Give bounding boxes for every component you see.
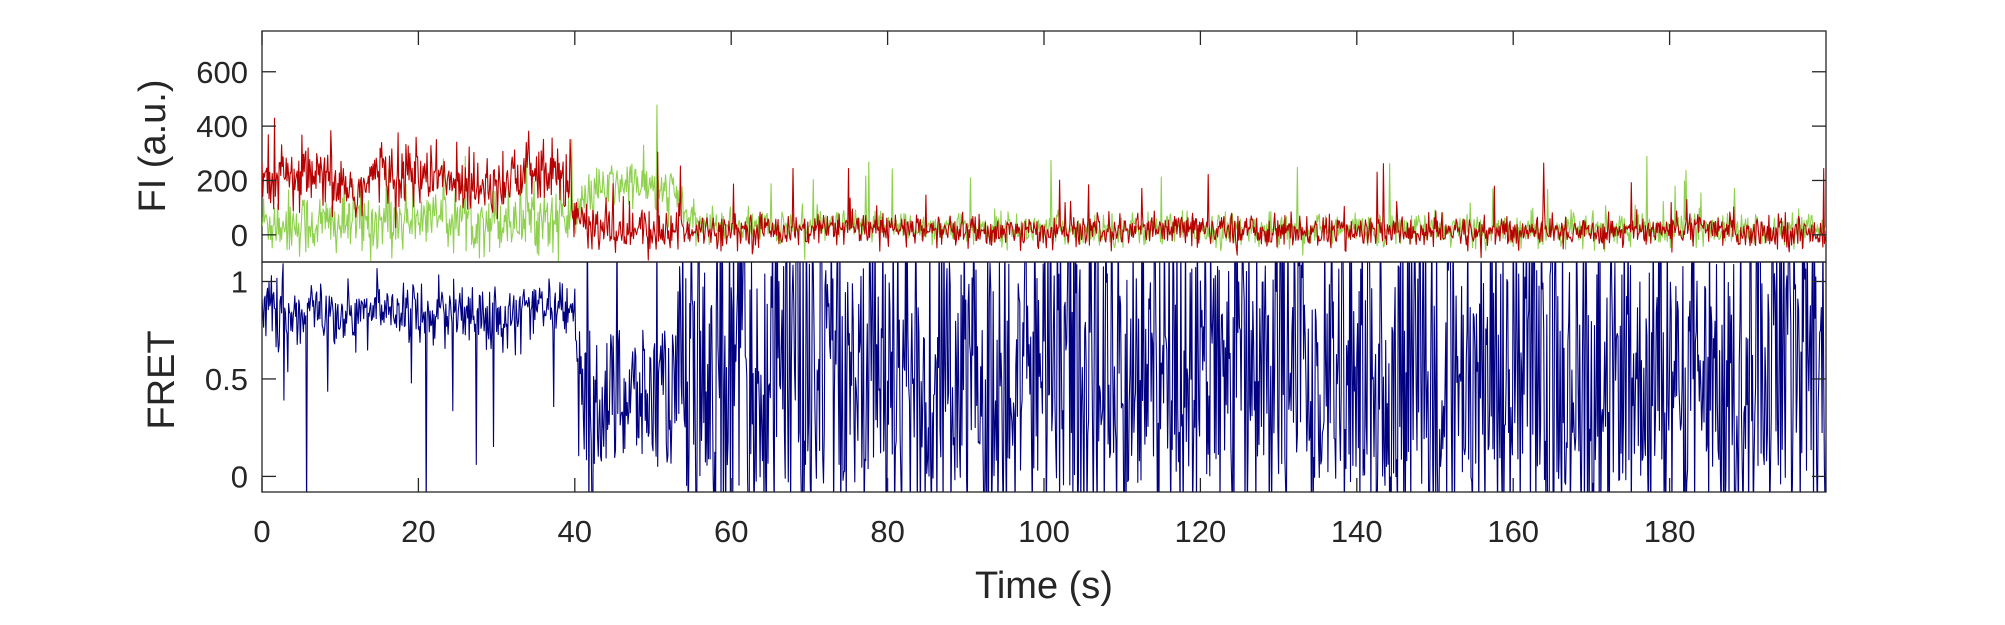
time-x-axis-label: Time (s) bbox=[975, 565, 1113, 607]
x-tick-label: 180 bbox=[1644, 514, 1696, 549]
intensity-traces bbox=[262, 104, 1826, 262]
y-tick-label: 600 bbox=[196, 55, 248, 90]
x-tick-label: 20 bbox=[401, 514, 435, 549]
fret-efficiency-line bbox=[262, 262, 1826, 492]
x-tick-label: 0 bbox=[253, 514, 270, 549]
y-tick-label: 0 bbox=[231, 459, 248, 494]
x-tick-label: 140 bbox=[1331, 514, 1383, 549]
x-tick-label: 60 bbox=[714, 514, 748, 549]
acceptor-intensity-line bbox=[262, 117, 1826, 261]
intensity-y-axis-label: FI (a.u.) bbox=[132, 79, 174, 212]
y-tick-label: 0.5 bbox=[205, 362, 248, 397]
y-tick-label: 400 bbox=[196, 109, 248, 144]
fret-y-axis: 00.51 bbox=[205, 264, 1826, 494]
x-tick-label: 160 bbox=[1487, 514, 1539, 549]
fret-traces bbox=[262, 262, 1826, 492]
x-tick-label: 120 bbox=[1175, 514, 1227, 549]
intensity-y-axis: 0 200 400 600 bbox=[196, 31, 1826, 253]
x-tick-label: 100 bbox=[1018, 514, 1070, 549]
x-tick-label: 40 bbox=[558, 514, 592, 549]
time-x-axis: 0 20 40 60 80 100 120 140 160 180 bbox=[253, 478, 1695, 549]
y-tick-label: 0 bbox=[231, 218, 248, 253]
fret-panel: 00.51 0 20 40 60 80 100 120 140 160 180 FRET Time… bbox=[141, 261, 1827, 607]
y-tick-label: 200 bbox=[196, 163, 248, 198]
x-tick-label: 80 bbox=[870, 514, 904, 549]
y-tick-label: 1 bbox=[231, 264, 248, 299]
fret-y-axis-label: FRET bbox=[141, 330, 183, 429]
intensity-panel: 0 200 400 600 FI (a.u.) bbox=[132, 30, 1827, 263]
